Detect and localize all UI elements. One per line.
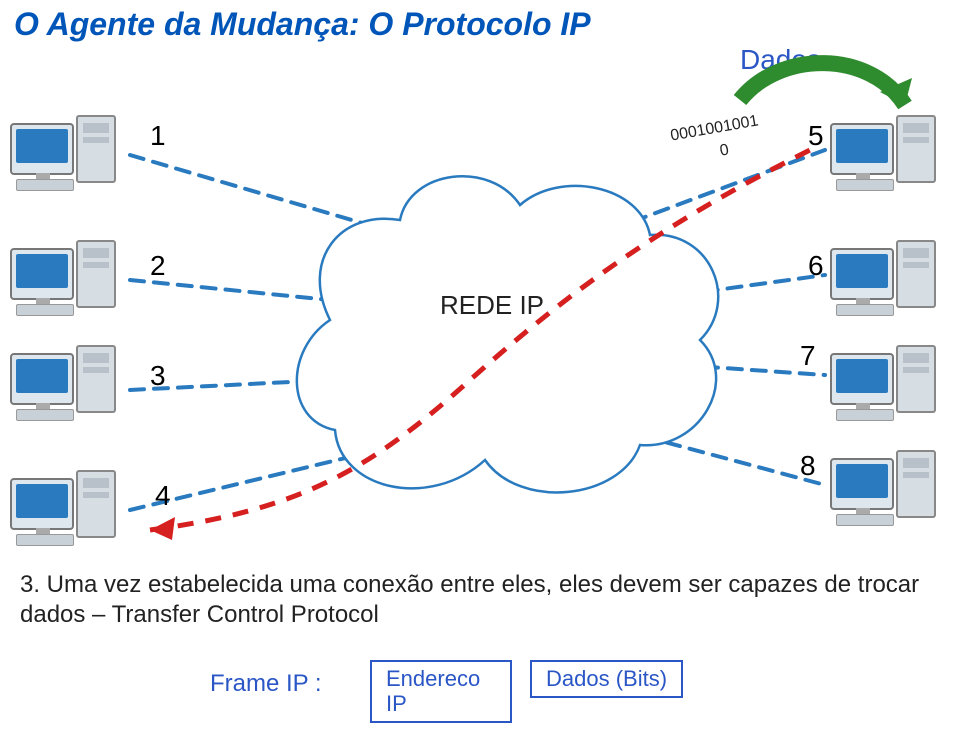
frame-ip-label: Frame IP : xyxy=(210,670,322,698)
num-6: 6 xyxy=(808,250,824,282)
computer-6 xyxy=(830,240,940,310)
frame-box1-line1: Endereco xyxy=(386,666,496,691)
num-7: 7 xyxy=(800,340,816,372)
computer-8 xyxy=(830,450,940,520)
computer-3 xyxy=(10,345,120,415)
num-5: 5 xyxy=(808,120,824,152)
computer-1 xyxy=(10,115,120,185)
num-1: 1 xyxy=(150,120,166,152)
num-2: 2 xyxy=(150,250,166,282)
computer-5 xyxy=(830,115,940,185)
num-8: 8 xyxy=(800,450,816,482)
computer-7 xyxy=(830,345,940,415)
frame-box1-line2: IP xyxy=(386,691,496,716)
frame-box-endereco: Endereco IP xyxy=(370,660,512,723)
cloud-label: REDE IP xyxy=(440,290,544,321)
num-3: 3 xyxy=(150,360,166,392)
frame-box-dados: Dados (Bits) xyxy=(530,660,683,698)
num-4: 4 xyxy=(155,480,171,512)
computer-4 xyxy=(10,470,120,540)
body-text: 3. Uma vez estabelecida uma conexão entr… xyxy=(20,570,930,630)
computer-2 xyxy=(10,240,120,310)
